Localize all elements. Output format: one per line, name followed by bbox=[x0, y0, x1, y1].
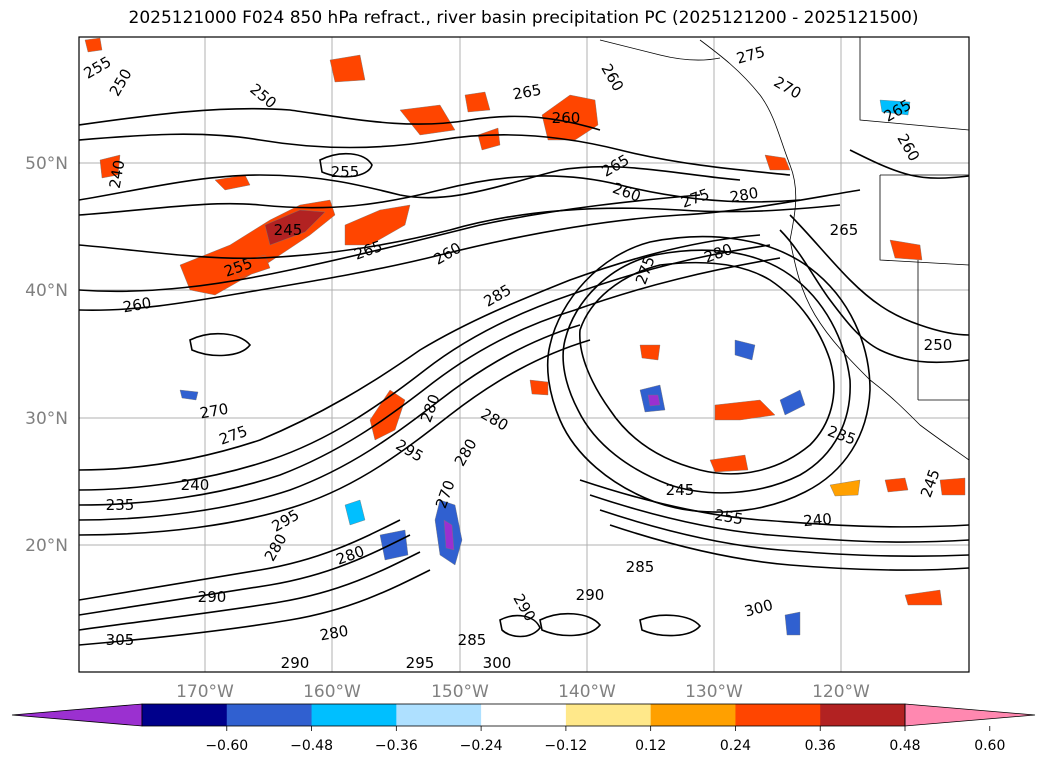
colorbar-tick-label: 0.60 bbox=[974, 738, 1005, 754]
colorbar-tick-label: −0.60 bbox=[205, 738, 248, 754]
colorbar-cell bbox=[142, 704, 228, 726]
contour-label: 250 bbox=[924, 336, 953, 354]
colorbar-cell bbox=[820, 704, 906, 726]
latitude-labels: 50°N 40°N 30°N 20°N bbox=[25, 154, 68, 556]
map-title: 2025121000 F024 850 hPa refract., river … bbox=[128, 8, 919, 28]
colorbar-tick-label: −0.24 bbox=[460, 738, 503, 754]
lat-label-50n: 50°N bbox=[25, 154, 68, 174]
contour-label: 300 bbox=[483, 654, 512, 672]
contour-label: 245 bbox=[666, 481, 695, 499]
contour-label: 235 bbox=[106, 496, 135, 514]
lon-label-170w: 170°W bbox=[176, 682, 234, 702]
colorbar-cell bbox=[311, 704, 397, 726]
contour-label: 305 bbox=[106, 631, 135, 649]
colorbar-cell bbox=[650, 704, 736, 726]
colorbar-extend-min bbox=[11, 703, 143, 727]
contour-label: 280 bbox=[318, 622, 349, 645]
colorbar-cell bbox=[735, 704, 821, 726]
contour-label: 245 bbox=[274, 221, 303, 239]
contour-label: 285 bbox=[458, 631, 487, 649]
plot-frame bbox=[78, 36, 970, 673]
contour-label: 290 bbox=[198, 588, 227, 606]
lat-label-40n: 40°N bbox=[25, 281, 68, 301]
colorbar-tick-label: −0.12 bbox=[544, 738, 587, 754]
colorbar-frame bbox=[141, 703, 906, 727]
contour-label: 270 bbox=[198, 400, 229, 423]
contour-label: 240 bbox=[803, 510, 833, 530]
lat-label-20n: 20°N bbox=[25, 536, 68, 556]
colorbar-tick-label: −0.48 bbox=[290, 738, 333, 754]
colorbar-extend-max bbox=[904, 703, 1036, 727]
contour-label: 240 bbox=[106, 158, 129, 189]
coastline bbox=[599, 37, 969, 461]
colorbar-cell bbox=[565, 704, 652, 726]
colorbar-tick-label: 0.12 bbox=[635, 738, 666, 754]
colorbar-cell bbox=[226, 704, 313, 726]
lon-label-140w: 140°W bbox=[558, 682, 616, 702]
lon-label-130w: 130°W bbox=[685, 682, 743, 702]
contour-label: 255 bbox=[331, 163, 360, 181]
colorbar-tick-label: 0.48 bbox=[889, 738, 920, 754]
lon-label-160w: 160°W bbox=[303, 682, 361, 702]
contour-label: 290 bbox=[281, 654, 310, 672]
precip-shading bbox=[84, 37, 966, 636]
colorbar-cell bbox=[481, 704, 567, 726]
contour-label: 280 bbox=[728, 184, 759, 207]
contour-label: 240 bbox=[181, 476, 210, 494]
contour-label: 255 bbox=[713, 506, 744, 529]
refractivity-contours bbox=[79, 107, 969, 646]
colorbar-cell bbox=[396, 704, 482, 726]
contour-label: 265 bbox=[830, 221, 859, 239]
contour-label: 295 bbox=[406, 654, 435, 672]
lat-label-30n: 30°N bbox=[25, 409, 68, 429]
colorbar-tick-label: −0.36 bbox=[375, 738, 418, 754]
contour-label: 285 bbox=[626, 558, 655, 576]
lon-label-120w: 120°W bbox=[812, 682, 870, 702]
lon-label-150w: 150°W bbox=[431, 682, 489, 702]
contour-label: 290 bbox=[576, 586, 605, 604]
contour-label: 260 bbox=[121, 294, 152, 317]
colorbar: −0.60 −0.48 −0.36 −0.24 −0.12 0.12 0.24 0.36 0.4… bbox=[11, 703, 1036, 754]
gridlines bbox=[79, 37, 969, 672]
colorbar-tick-label: 0.24 bbox=[720, 738, 751, 754]
contour-label: 260 bbox=[552, 109, 581, 127]
contour-label: 265 bbox=[511, 81, 542, 104]
longitude-labels: 170°W 160°W 150°W 140°W 130°W 120°W bbox=[176, 682, 870, 702]
colorbar-tick-label: 0.36 bbox=[805, 738, 836, 754]
